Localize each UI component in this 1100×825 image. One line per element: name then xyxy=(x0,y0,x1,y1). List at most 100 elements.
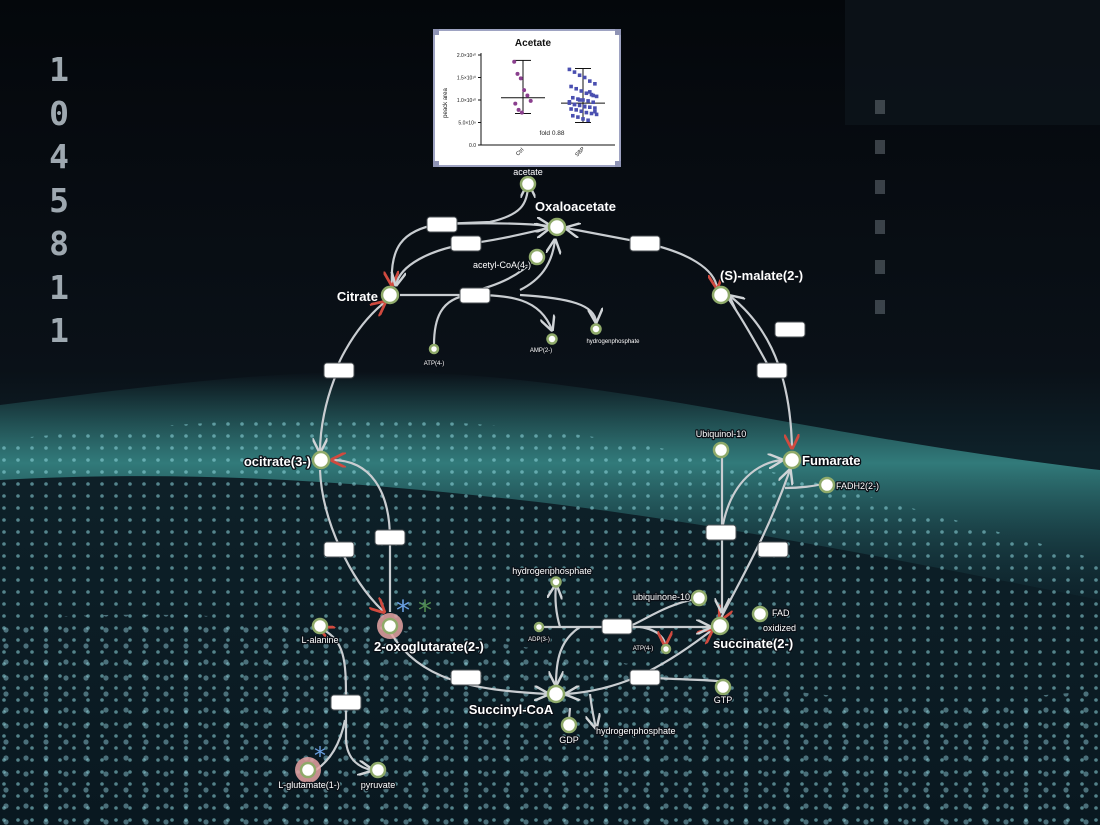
data-point xyxy=(586,99,590,103)
reaction-box[interactable] xyxy=(774,321,806,338)
label-amp: AMP(2-) xyxy=(530,348,552,354)
reaction-box[interactable] xyxy=(629,669,661,686)
digit: 1 xyxy=(49,50,69,89)
reaction-box[interactable] xyxy=(756,362,788,379)
acetate-inset-chart[interactable]: Acetate peack area 0.0 5.0×10⁹ 1.0×10¹⁰ 1.5… xyxy=(433,29,621,167)
node-amp[interactable] xyxy=(546,333,558,345)
label-fumarate: Fumarate xyxy=(802,453,861,468)
reaction-box[interactable] xyxy=(705,524,737,541)
node-malate[interactable] xyxy=(711,285,731,305)
node-atp-mid[interactable] xyxy=(660,643,672,655)
data-point xyxy=(586,118,590,123)
data-point xyxy=(525,93,530,98)
label-gdp: GDP xyxy=(559,735,579,745)
reaction-box[interactable] xyxy=(459,287,491,304)
node-atp[interactable] xyxy=(428,343,440,355)
y-ticks: 0.0 5.0×10⁹ 1.0×10¹⁰ 1.5×10¹⁰ 2.0×10¹⁰ xyxy=(457,53,481,149)
label-atp-mid: ATP(4-) xyxy=(633,646,654,652)
node-fumarate[interactable] xyxy=(782,450,802,470)
data-point xyxy=(528,98,533,103)
data-point xyxy=(588,79,592,83)
label-hydrogenphosphate-bot: hydrogenphosphate xyxy=(596,726,676,736)
reaction-box[interactable] xyxy=(757,541,789,558)
data-point xyxy=(588,105,592,109)
reaction-box[interactable] xyxy=(450,235,482,252)
node-succinate[interactable] xyxy=(710,616,730,636)
label-malate: (S)-malate(2-) xyxy=(720,268,803,283)
node-isocitrate[interactable] xyxy=(311,450,331,470)
data-point xyxy=(591,93,595,98)
data-point xyxy=(574,108,578,112)
data-point xyxy=(582,104,587,109)
data-point xyxy=(572,70,577,74)
asterisk-blue-icon: * xyxy=(314,742,326,770)
data-point xyxy=(577,103,582,108)
node-gtp[interactable] xyxy=(714,678,732,696)
x-ticks: Ctrl SBP xyxy=(515,146,586,158)
reaction-box[interactable] xyxy=(450,669,482,686)
digit: 0 xyxy=(49,93,69,133)
label-hydrogenphosphate-mid: hydrogenphosphate xyxy=(512,566,592,576)
node-hydrogenphosphate-mid[interactable] xyxy=(550,576,562,588)
y-tick-label: 2.0×10¹⁰ xyxy=(457,53,476,59)
digit: 5 xyxy=(49,180,69,220)
data-point xyxy=(577,73,582,78)
reaction-box[interactable] xyxy=(330,694,362,711)
data-point xyxy=(593,109,597,114)
data-point xyxy=(589,111,594,116)
node-l-glutamate[interactable] xyxy=(299,761,317,779)
reaction-box[interactable] xyxy=(629,235,661,252)
node-acetyl-coa[interactable] xyxy=(528,248,546,266)
data-point xyxy=(584,91,589,96)
node-citrate[interactable] xyxy=(380,285,400,305)
label-fadh2: FADH2(2-) xyxy=(836,481,879,491)
y-tick-label: 1.5×10¹⁰ xyxy=(457,76,476,82)
data-point xyxy=(571,113,575,118)
data-point xyxy=(513,101,518,106)
label-oxaloacetate: Oxaloacetate xyxy=(535,199,616,214)
side-digits: 1 0 4 5 8 1 1 xyxy=(42,48,76,353)
node-fadh2[interactable] xyxy=(818,476,836,494)
inset-corner xyxy=(433,161,439,167)
node-l-alanine[interactable] xyxy=(311,617,329,635)
y-tick-label: 0.0 xyxy=(469,143,476,149)
node-adp[interactable] xyxy=(533,621,545,633)
label-acetyl-coa: acetyl-CoA(4-) xyxy=(473,260,531,270)
label-isocitrate: ocitrate(3-) xyxy=(244,454,311,469)
node-pyruvate[interactable] xyxy=(369,761,387,779)
data-point xyxy=(567,67,572,72)
data-point xyxy=(516,107,521,112)
reaction-box[interactable] xyxy=(323,362,355,379)
node-oxaloacetate[interactable] xyxy=(547,217,567,237)
fold-annotation: fold 0.88 xyxy=(540,130,565,137)
digit: 8 xyxy=(49,224,69,263)
inset-corner xyxy=(615,161,621,167)
node-acetate[interactable] xyxy=(519,175,537,193)
data-point xyxy=(588,90,592,94)
node-ubiquinone[interactable] xyxy=(690,589,708,607)
node-succinyl-coa[interactable] xyxy=(546,684,566,704)
data-point xyxy=(572,102,577,107)
digit: 4 xyxy=(49,137,69,176)
node-oxoglutarate[interactable] xyxy=(381,617,399,635)
reaction-box[interactable] xyxy=(323,541,355,558)
data-point xyxy=(579,109,584,114)
label-l-alanine: L-alanine xyxy=(301,635,338,645)
label-atp: ATP(4-) xyxy=(424,361,445,367)
reaction-box[interactable] xyxy=(601,618,633,635)
reaction-box[interactable] xyxy=(426,216,458,233)
data-point xyxy=(594,112,599,117)
node-gdp[interactable] xyxy=(560,716,578,734)
data-point xyxy=(584,110,589,115)
data-point xyxy=(577,98,582,102)
label-pyruvate: pyruvate xyxy=(361,780,396,790)
node-hydrogenphosphate-top[interactable] xyxy=(590,323,602,335)
data-point xyxy=(581,117,585,121)
data-point xyxy=(594,94,599,99)
reaction-box[interactable] xyxy=(374,529,406,546)
label-oxoglutarate: 2-oxoglutarate(2-) xyxy=(374,639,484,654)
node-fad[interactable] xyxy=(751,605,769,623)
label-succinyl-coa: Succinyl-CoA xyxy=(469,702,554,717)
data-point xyxy=(522,88,527,93)
node-ubiquinol[interactable] xyxy=(712,441,730,459)
